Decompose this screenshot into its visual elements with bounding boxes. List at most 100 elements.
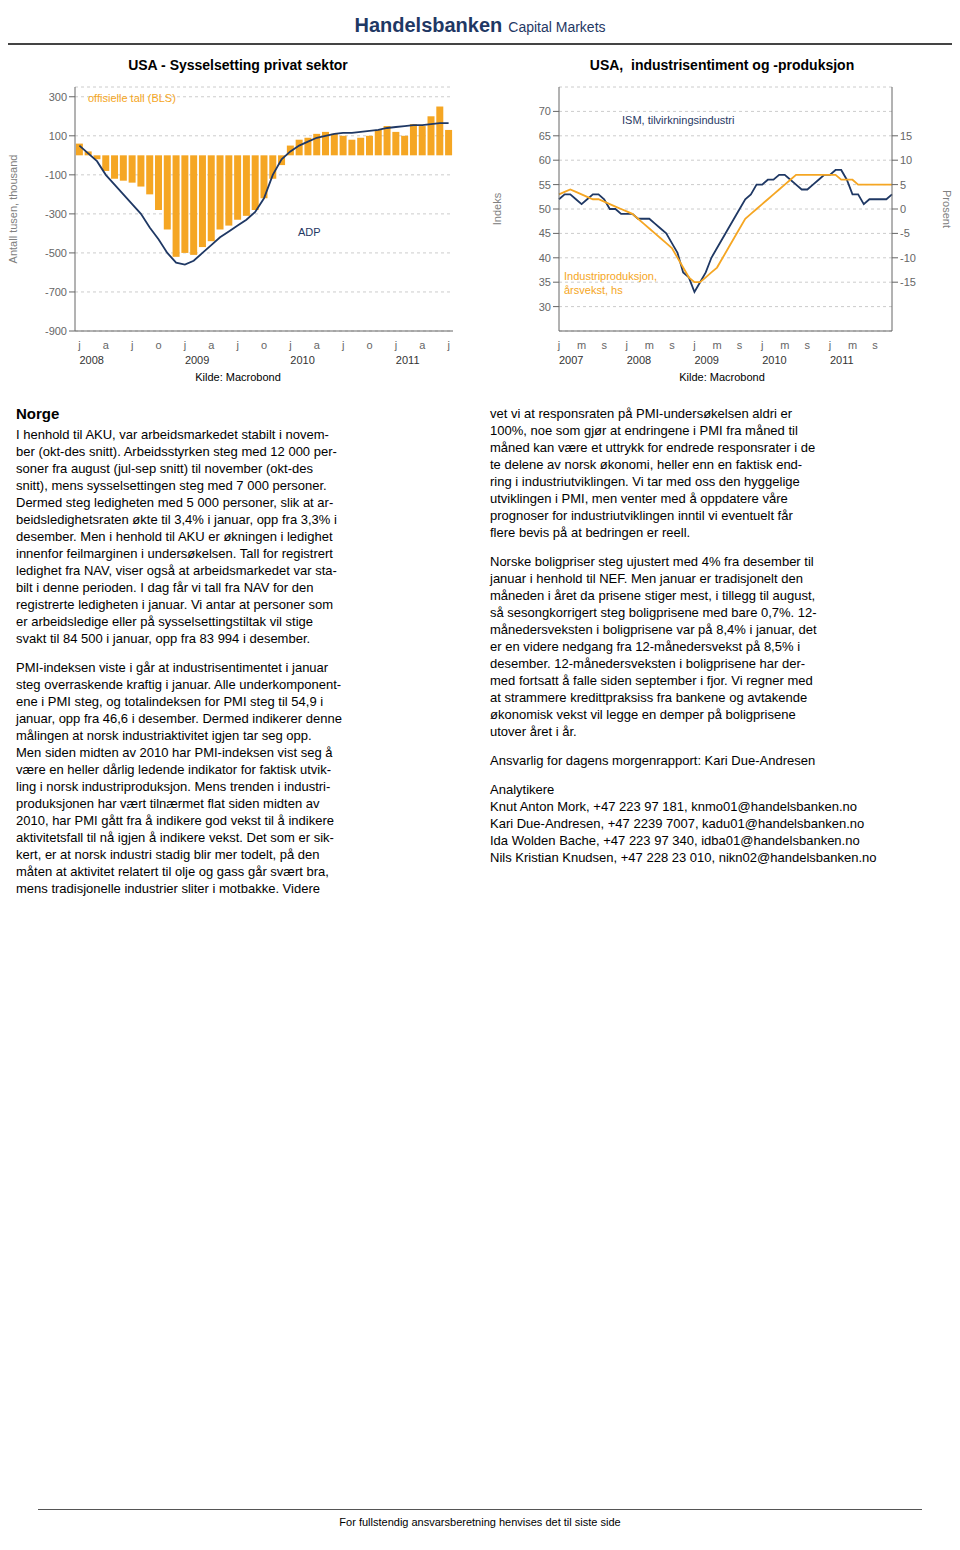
svg-text:55: 55 xyxy=(539,179,551,191)
svg-text:30: 30 xyxy=(539,301,551,313)
svg-text:s: s xyxy=(805,339,811,351)
svg-text:40: 40 xyxy=(539,252,551,264)
svg-text:a: a xyxy=(419,339,426,351)
svg-text:70: 70 xyxy=(539,105,551,117)
svg-text:45: 45 xyxy=(539,227,551,239)
html-text:bilt i denne perioden. I dag f: bilt i denne perioden. I dag får vi tall… xyxy=(16,580,314,595)
svg-text:j: j xyxy=(130,339,133,351)
svg-text:o: o xyxy=(155,339,161,351)
html-text:100%, noe som gjør at endringe: 100%, noe som gjør at endringene i PMI f… xyxy=(490,423,798,438)
svg-text:j: j xyxy=(625,339,628,351)
html-text:aktivitetsfall til nå igjen å: aktivitetsfall til nå igjen å indikere v… xyxy=(16,830,334,845)
svg-text:2011: 2011 xyxy=(396,354,420,366)
svg-text:35: 35 xyxy=(539,276,551,288)
svg-text:-500: -500 xyxy=(45,247,67,259)
html-text:være en heller dårlig ledende: være en heller dårlig ledende indikator … xyxy=(16,762,331,777)
html-text:Norge: Norge xyxy=(16,405,60,422)
html-text:måned kan være et uttrykk for: måned kan være et uttrykk for endrede re… xyxy=(490,440,816,455)
svg-text:j: j xyxy=(692,339,695,351)
html-text:innenfor feilmarginen i unders: innenfor feilmarginen i undersøkelsen. T… xyxy=(16,546,333,561)
html-text:Dermed steg ledigheten med 5 0: Dermed steg ledigheten med 5 000 persone… xyxy=(16,495,334,510)
svg-text:2009: 2009 xyxy=(694,354,718,366)
svg-text:2009: 2009 xyxy=(185,354,209,366)
html-text:2010, har PMI gått fra å indik: 2010, har PMI gått fra å indikere god ve… xyxy=(16,813,334,828)
svg-text:a: a xyxy=(314,339,321,351)
svg-text:-10: -10 xyxy=(900,252,916,264)
svg-text:5: 5 xyxy=(900,179,906,191)
html-text:PMI-indeksen viste i går at in: PMI-indeksen viste i går at industrisent… xyxy=(16,660,329,675)
svg-text:o: o xyxy=(366,339,372,351)
html-text:svakt til 84 500 i januar, opp: svakt til 84 500 i januar, opp fra 83 99… xyxy=(16,631,311,646)
svg-text:100: 100 xyxy=(49,130,67,142)
svg-text:o: o xyxy=(261,339,267,351)
html-text:ledighet fra NAV, viser også a: ledighet fra NAV, viser også at arbeidsm… xyxy=(16,563,337,578)
svg-text:m: m xyxy=(848,339,857,351)
html-text:målingen at norsk industriakti: målingen at norsk industriaktivitet igje… xyxy=(16,728,312,743)
svg-text:-700: -700 xyxy=(45,286,67,298)
svg-text:m: m xyxy=(780,339,789,351)
svg-text:s: s xyxy=(872,339,878,351)
svg-text:Antall tusen, thousand: Antall tusen, thousand xyxy=(8,155,19,264)
html-text:registrerte ledigheten i janua: registrerte ledigheten i januar. Vi anta… xyxy=(16,597,333,612)
svg-text:j: j xyxy=(828,339,831,351)
svg-text:m: m xyxy=(577,339,586,351)
svg-text:-300: -300 xyxy=(45,208,67,220)
html-text:produksjonen har vært tilnærme: produksjonen har vært tilnærmet flat sid… xyxy=(16,796,320,811)
svg-text:60: 60 xyxy=(539,154,551,166)
html-text:mens tradisjonelle industrier: mens tradisjonelle industrier sliter i m… xyxy=(16,881,320,896)
html-text:steg overraskende kraftig i ja: steg overraskende kraftig i januar. Alle… xyxy=(16,677,342,692)
html-text:USA - Sysselsetting privat sek: USA - Sysselsetting privat sektor xyxy=(128,57,348,73)
html-text:Industriproduksjon, årsvekst,: Industriproduksjon, årsvekst, hs xyxy=(564,270,657,296)
svg-text:15: 15 xyxy=(900,130,912,142)
svg-text:-900: -900 xyxy=(45,325,67,337)
svg-text:50: 50 xyxy=(539,203,551,215)
svg-text:300: 300 xyxy=(49,91,67,103)
svg-text:2008: 2008 xyxy=(79,354,103,366)
svg-text:j: j xyxy=(760,339,763,351)
svg-text:s: s xyxy=(601,339,607,351)
html-text:er arbeidsledige eller på syss: er arbeidsledige eller på sysselsettings… xyxy=(16,614,313,629)
html-text:ene i PMI steg, og totalindeks: ene i PMI steg, og totalindeksen for PMI… xyxy=(16,694,324,709)
svg-text:j: j xyxy=(446,339,449,351)
svg-text:s: s xyxy=(737,339,743,351)
html-text:soner fra august (jul-sep snit: soner fra august (jul-sep snitt) til nov… xyxy=(16,461,313,476)
svg-text:a: a xyxy=(208,339,215,351)
svg-text:10: 10 xyxy=(900,154,912,166)
svg-text:Prosent: Prosent xyxy=(941,190,952,228)
svg-text:m: m xyxy=(712,339,721,351)
svg-text:2010: 2010 xyxy=(290,354,314,366)
svg-text:j: j xyxy=(235,339,238,351)
html-text:kert, er at norsk industri sta: kert, er at norsk industri stadig blir m… xyxy=(16,847,320,862)
svg-text:2007: 2007 xyxy=(559,354,583,366)
svg-text:0: 0 xyxy=(900,203,906,215)
html-text:I henhold til AKU, var arbeids: I henhold til AKU, var arbeidsmarkedet s… xyxy=(16,427,329,442)
svg-text:m: m xyxy=(645,339,654,351)
html-text:ber (okt-des snitt). Arbeidsst: ber (okt-des snitt). Arbeidsstyrken steg… xyxy=(16,444,337,459)
html-text:beidsledighetsraten økte til 3: beidsledighetsraten økte til 3,4% i janu… xyxy=(16,512,337,527)
html-text:ling i norsk industriproduksjo: ling i norsk industriproduksjon. Mens tr… xyxy=(16,779,331,794)
html-text:måten at aktivitet relatert ti: måten at aktivitet relatert til olje og … xyxy=(16,864,329,879)
svg-text:2011: 2011 xyxy=(830,354,854,366)
svg-text:2010: 2010 xyxy=(762,354,786,366)
svg-text:2008: 2008 xyxy=(627,354,651,366)
svg-text:a: a xyxy=(103,339,110,351)
svg-text:j: j xyxy=(288,339,291,351)
html-text:snitt), mens sysselsettingen s: snitt), mens sysselsettingen steg med 7 … xyxy=(16,478,327,493)
svg-text:j: j xyxy=(557,339,560,351)
html-text:vet vi at responsraten på PMI-: vet vi at responsraten på PMI-undersøkel… xyxy=(490,406,792,421)
svg-text:j: j xyxy=(341,339,344,351)
svg-text:-5: -5 xyxy=(900,227,910,239)
svg-text:65: 65 xyxy=(539,130,551,142)
svg-text:j: j xyxy=(77,339,80,351)
html-text:januar, opp fra 46,6 i desembe: januar, opp fra 46,6 i desember. Dermed … xyxy=(16,711,342,726)
svg-text:Indeks: Indeks xyxy=(492,192,503,225)
svg-text:-100: -100 xyxy=(45,169,67,181)
html-text:Handelsbanken Capital Markets: Handelsbanken Capital Markets xyxy=(354,14,606,36)
html-text:Men siden midten av 2010 har P: Men siden midten av 2010 har PMI-indekse… xyxy=(16,745,333,760)
svg-text:j: j xyxy=(394,339,397,351)
svg-text:-15: -15 xyxy=(900,276,916,288)
html-text:USA, industrisentiment og -pro: USA, industrisentiment og -produksjon xyxy=(589,57,855,73)
html-text:desember. Men i henhold til AK: desember. Men i henhold til AKU er øknin… xyxy=(16,529,333,544)
svg-text:j: j xyxy=(183,339,186,351)
svg-text:s: s xyxy=(669,339,675,351)
